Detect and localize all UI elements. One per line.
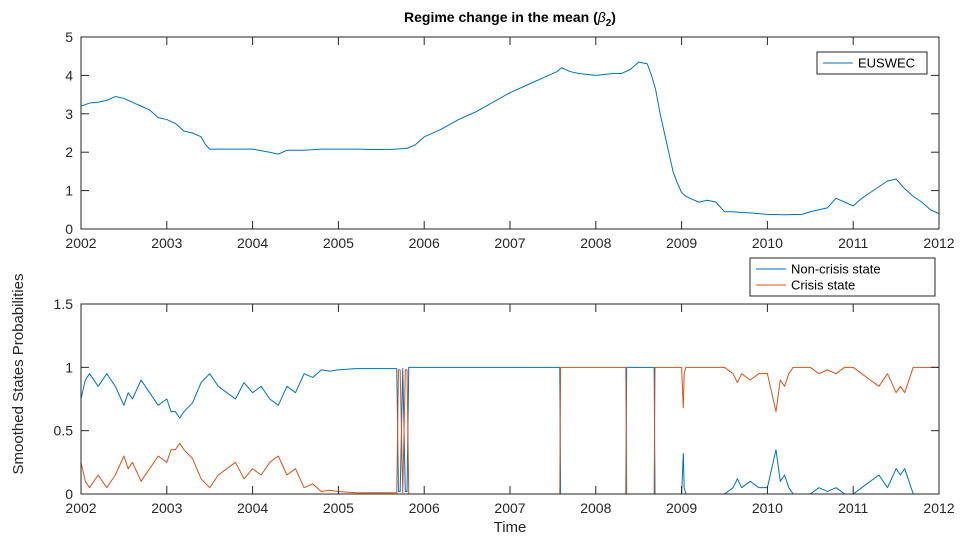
x-tick-label: 2012 <box>923 500 954 516</box>
x-tick-label: 2003 <box>151 235 182 251</box>
x-tick-label: 2007 <box>494 235 525 251</box>
legend-label: Non-crisis state <box>791 262 881 277</box>
y-tick-label: 0.5 <box>54 423 74 439</box>
y-tick-label: 0 <box>65 221 73 237</box>
chart-title-subscript: 2 <box>606 18 612 29</box>
y-tick-label: 4 <box>65 67 73 83</box>
x-tick-label: 2002 <box>65 500 96 516</box>
series-line-crisis-state <box>81 366 939 494</box>
y-tick-label: 3 <box>65 106 73 122</box>
chart-title: Regime change in the mean (β2) <box>404 9 616 29</box>
series-line-euswec <box>81 61 939 216</box>
legend-label: EUSWEC <box>858 56 915 71</box>
x-tick-label: 2009 <box>666 235 697 251</box>
x-tick-label: 2002 <box>65 235 96 251</box>
y-tick-label: 0 <box>65 486 73 502</box>
y-tick-label: 1 <box>65 183 73 199</box>
x-tick-label: 2010 <box>752 500 783 516</box>
x-axis-label: Time <box>494 519 527 536</box>
x-tick-label: 2012 <box>923 235 954 251</box>
x-tick-label: 2003 <box>151 500 182 516</box>
y-tick-label: 2 <box>65 144 73 160</box>
top-panel: 2002 2003 2004 2005 2006 2007 2008 2009 2010 2011… <box>65 29 955 251</box>
y-tick-label: 5 <box>65 29 73 45</box>
chart-title-close: ) <box>611 9 616 25</box>
legend-box <box>816 51 928 75</box>
x-tick-label: 2008 <box>580 500 611 516</box>
x-tick-label: 2011 <box>838 235 868 251</box>
plot-area-frame <box>80 303 940 495</box>
series-line-non-crisis-state <box>81 366 939 494</box>
x-tick-label: 2004 <box>237 235 268 251</box>
y-tick-label: 1 <box>65 359 73 375</box>
legend-label: Crisis state <box>791 278 855 293</box>
bottom-panel: 2002 2003 2004 2005 2006 2007 2008 2009 2010 2011… <box>10 257 955 536</box>
x-tick-label: 2011 <box>838 500 868 516</box>
y-tick-label: 1.5 <box>54 296 74 312</box>
x-tick-label: 2006 <box>409 235 440 251</box>
x-tick-label: 2006 <box>409 500 440 516</box>
y-axis-label: Smoothed States Probabilities <box>10 274 27 475</box>
legend-box <box>749 257 936 297</box>
x-tick-label: 2009 <box>666 500 697 516</box>
chart-title-symbol: β <box>597 9 606 25</box>
chart-title-text: Regime change in the mean ( <box>404 9 598 25</box>
x-tick-label: 2008 <box>580 235 611 251</box>
x-tick-label: 2005 <box>323 500 354 516</box>
x-tick-label: 2005 <box>323 235 354 251</box>
x-tick-label: 2007 <box>494 500 525 516</box>
x-tick-label: 2004 <box>237 500 268 516</box>
x-tick-label: 2010 <box>752 235 783 251</box>
plot-area-frame <box>80 36 940 230</box>
